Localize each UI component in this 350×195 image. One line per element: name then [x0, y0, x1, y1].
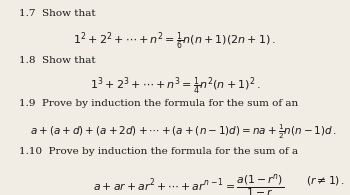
Text: 1.10  Prove by induction the formula for the sum of a: 1.10 Prove by induction the formula for … — [19, 147, 302, 156]
Text: $1^3 + 2^3 + \cdots + n^3 = \frac{1}{4}n^2(n+1)^2\,.$: $1^3 + 2^3 + \cdots + n^3 = \frac{1}{4}n… — [90, 75, 260, 97]
Text: $a + (a+d) + (a+2d) + \cdots + (a+(n-1)d) = na + \frac{1}{2}n(n-1)d\,.$: $a + (a+d) + (a+2d) + \cdots + (a+(n-1)d… — [30, 123, 337, 141]
Text: $1^2 + 2^2 + \cdots + n^2 = \frac{1}{6}n(n+1)(2n+1)\,.$: $1^2 + 2^2 + \cdots + n^2 = \frac{1}{6}n… — [74, 30, 276, 52]
Text: 1.8  Show that: 1.8 Show that — [19, 56, 96, 65]
Text: 1.9  Prove by induction the formula for the sum of an: 1.9 Prove by induction the formula for t… — [19, 99, 302, 108]
Text: $(r \neq 1)\,.$: $(r \neq 1)\,.$ — [306, 174, 345, 187]
Text: 1.7  Show that: 1.7 Show that — [19, 9, 96, 18]
Text: $a + ar + ar^2 + \cdots + ar^{n-1} = \dfrac{a(1-r^n)}{1-r}$: $a + ar + ar^2 + \cdots + ar^{n-1} = \df… — [93, 173, 284, 195]
